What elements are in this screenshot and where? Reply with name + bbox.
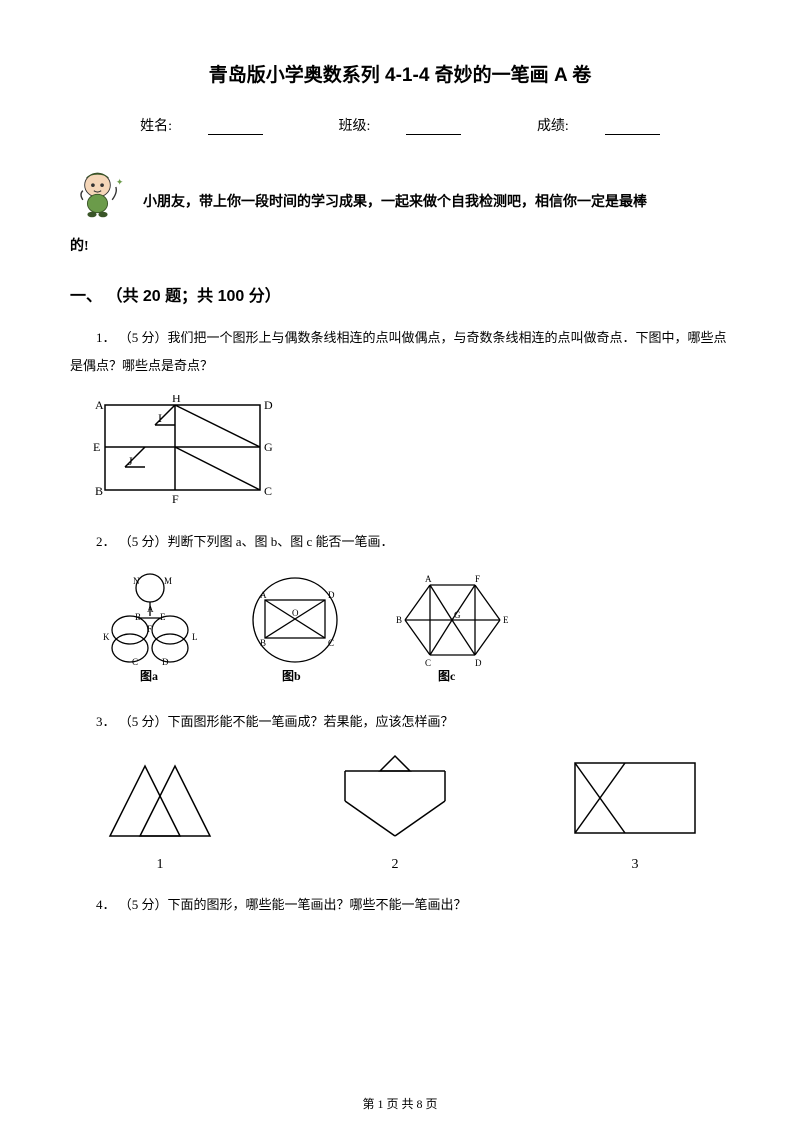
question-3: 3． （5 分）下面图形能不能一笔画成？若果能，应该怎样画？ (70, 708, 730, 737)
svg-text:图c: 图c (438, 669, 456, 683)
svg-text:H: H (172, 395, 181, 405)
svg-text:A: A (260, 590, 267, 600)
svg-text:G: G (454, 610, 461, 620)
section-header: 一、 （共 20 题；共 100 分） (70, 282, 730, 306)
svg-text:L: L (192, 632, 198, 642)
svg-text:D: D (264, 398, 273, 412)
svg-text:图a: 图a (140, 669, 158, 683)
svg-text:C: C (132, 657, 138, 667)
fig3-label-2: 2 (320, 857, 470, 873)
svg-text:E: E (160, 612, 166, 622)
svg-text:B: B (260, 638, 266, 648)
svg-text:F: F (475, 574, 480, 584)
svg-text:A: A (147, 604, 154, 614)
figure-q1: A H D E G B F C I J (90, 395, 730, 510)
svg-text:C: C (264, 484, 272, 498)
svg-text:E: E (93, 440, 100, 454)
svg-text:N: N (133, 576, 140, 586)
fig3-label-3: 3 (560, 857, 710, 873)
question-4: 4． （5 分）下面的图形，哪些能一笔画出？哪些不能一笔画出？ (70, 891, 730, 920)
svg-text:D: D (328, 590, 335, 600)
svg-text:B: B (396, 615, 402, 625)
svg-text:D: D (162, 657, 169, 667)
mascot-icon: ✦ (70, 165, 125, 220)
svg-text:K: K (103, 632, 110, 642)
page-footer: 第 1 页 共 8 页 (0, 1095, 800, 1112)
svg-text:C: C (328, 638, 334, 648)
svg-text:J: J (128, 454, 133, 468)
svg-text:M: M (164, 576, 172, 586)
question-1: 1． （5 分）我们把一个图形上与偶数条线相连的点叫做偶点，与奇数条线相连的点叫… (70, 324, 730, 381)
figure-q2: N M A B E F K L C D 图a A D B C O 图b (90, 570, 730, 690)
encourage-text-2: 的! (70, 230, 730, 264)
fig3-label-1: 1 (90, 857, 230, 873)
info-row: 姓名: 班级: 成绩: (70, 115, 730, 135)
svg-text:A: A (95, 398, 104, 412)
svg-text:A: A (425, 574, 432, 584)
svg-text:F: F (172, 492, 179, 505)
encourage-text-1: 小朋友，带上你一段时间的学习成果，一起来做个自我检测吧，相信你一定是最棒 (143, 186, 730, 220)
svg-text:B: B (95, 484, 103, 498)
svg-text:C: C (425, 658, 431, 668)
svg-text:图b: 图b (282, 669, 301, 683)
svg-text:B: B (135, 612, 141, 622)
svg-text:I: I (158, 411, 162, 425)
svg-text:G: G (264, 440, 273, 454)
svg-text:E: E (503, 615, 509, 625)
name-field: 姓名: (122, 119, 281, 134)
svg-text:F: F (147, 624, 152, 634)
svg-text:D: D (475, 658, 482, 668)
class-field: 班级: (321, 119, 480, 134)
svg-text:O: O (292, 608, 299, 618)
page-title: 青岛版小学奥数系列 4-1-4 奇妙的一笔画 A 卷 (70, 60, 730, 87)
question-2: 2． （5 分）判断下列图 a、图 b、图 c 能否一笔画． (70, 528, 730, 557)
svg-text:✦: ✦ (116, 177, 124, 187)
score-field: 成绩: (519, 119, 678, 134)
figure-q3: 1 2 3 (90, 751, 710, 873)
